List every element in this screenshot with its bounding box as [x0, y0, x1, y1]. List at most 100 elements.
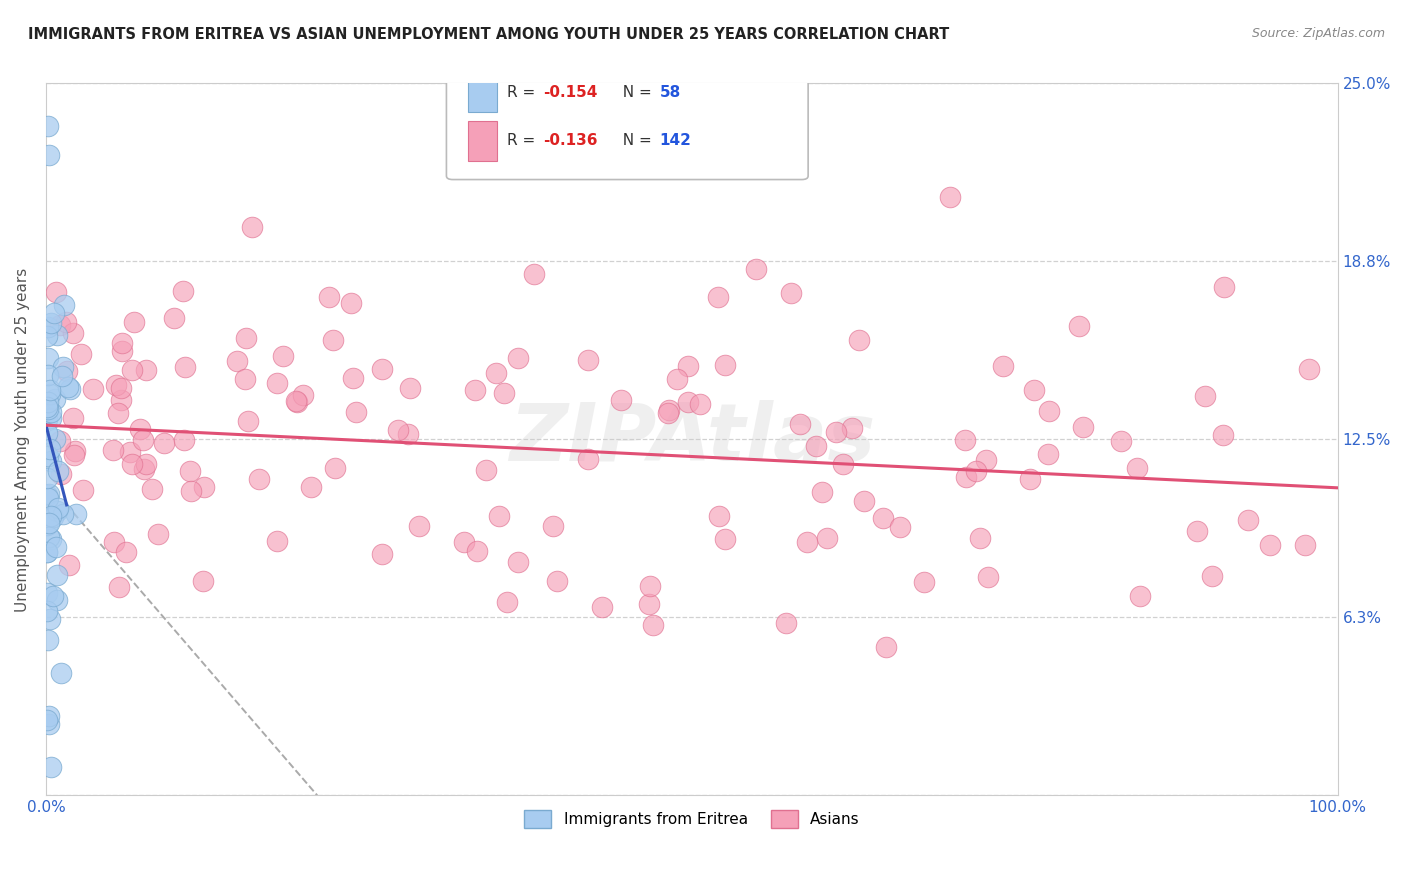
Point [804, 439, 827, 453]
Point [62, 326, 84, 341]
Point [63, 448, 86, 462]
Point [939, 190, 962, 204]
Point [576, 353, 599, 368]
Point [45, 285, 67, 300]
Point [163, 310, 186, 325]
Point [44, 392, 66, 406]
Point [453, 535, 475, 549]
Point [1212, 427, 1234, 442]
Point [45, 568, 67, 582]
Bar [468, 121, 496, 161]
Point [52, 507, 75, 521]
Point [1036, 447, 1059, 461]
Point [576, 451, 599, 466]
Point [318, 290, 340, 304]
Point [714, 532, 737, 546]
Point [135, 457, 157, 471]
Point [1126, 460, 1149, 475]
Point [658, 403, 681, 417]
Point [38, 717, 60, 731]
Point [475, 463, 498, 477]
Point [37, 394, 59, 409]
Point [1019, 472, 1042, 486]
Point [1038, 403, 1060, 417]
Point [1258, 538, 1281, 552]
Point [35, 401, 58, 415]
Point [37, 319, 59, 334]
Point [41, 589, 63, 603]
Point [39, 760, 62, 774]
Point [235, 331, 257, 345]
Point [103, 534, 125, 549]
Point [153, 436, 176, 450]
Point [1109, 434, 1132, 448]
Point [37, 119, 59, 133]
Point [63, 444, 86, 458]
Point [179, 464, 201, 478]
Point [107, 580, 129, 594]
Point [1237, 513, 1260, 527]
Point [706, 290, 728, 304]
Point [44, 432, 66, 446]
Point [122, 314, 145, 328]
Point [1129, 589, 1152, 603]
Point [53, 298, 76, 312]
Point [39, 454, 62, 468]
Text: IMMIGRANTS FROM ERITREA VS ASIAN UNEMPLOYMENT AMONG YOUTH UNDER 25 YEARS CORRELA: IMMIGRANTS FROM ERITREA VS ASIAN UNEMPLO… [28, 27, 949, 42]
FancyBboxPatch shape [447, 70, 808, 179]
Point [37, 425, 59, 440]
Point [1071, 420, 1094, 434]
Point [745, 261, 768, 276]
Point [266, 376, 288, 391]
Point [344, 405, 367, 419]
Point [70, 347, 93, 361]
Point [58, 380, 80, 394]
Y-axis label: Unemployment Among Youth under 25 years: Unemployment Among Youth under 25 years [15, 268, 30, 612]
Point [796, 534, 818, 549]
Point [848, 333, 870, 347]
Point [121, 457, 143, 471]
Point [247, 472, 270, 486]
Point [408, 519, 430, 533]
Point [37, 604, 59, 618]
Point [52, 360, 75, 375]
Point [495, 595, 517, 609]
Point [37, 351, 59, 366]
Point [969, 532, 991, 546]
Point [676, 359, 699, 373]
Point [1194, 389, 1216, 403]
Point [82, 383, 104, 397]
Point [39, 612, 62, 626]
Point [38, 442, 60, 456]
Point [39, 405, 62, 419]
Point [1294, 538, 1316, 552]
Point [72, 483, 94, 498]
Text: 142: 142 [659, 134, 692, 148]
Point [240, 219, 263, 234]
Point [49, 467, 72, 481]
Point [65, 508, 87, 522]
Point [488, 509, 510, 524]
Point [465, 543, 488, 558]
Point [665, 371, 688, 385]
Point [35, 329, 58, 343]
Point [789, 417, 811, 432]
Point [37, 491, 59, 505]
Point [174, 359, 197, 374]
Text: ZIPAtlas: ZIPAtlas [509, 401, 875, 478]
Point [110, 343, 132, 358]
Point [45, 540, 67, 554]
Point [271, 350, 294, 364]
Point [39, 411, 62, 425]
Point [875, 640, 897, 655]
Point [46, 593, 69, 607]
Point [610, 392, 633, 407]
Point [38, 147, 60, 161]
Point [38, 708, 60, 723]
Point [977, 569, 1000, 583]
Point [285, 393, 308, 408]
Point [45, 504, 67, 518]
Point [815, 531, 838, 545]
Point [105, 377, 128, 392]
Point [1213, 280, 1236, 294]
